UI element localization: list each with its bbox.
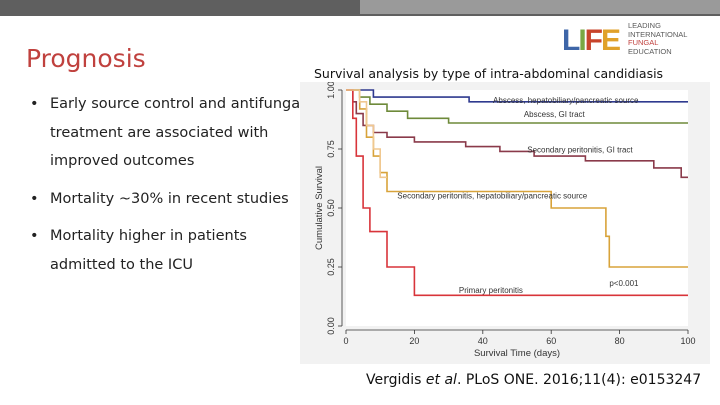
survival-curve xyxy=(346,89,688,268)
series-label: Secondary peritonitis, GI tract xyxy=(527,146,633,155)
chart-title: Survival analysis by type of intra-abdom… xyxy=(314,66,664,81)
y-tick-label: 0.50 xyxy=(326,199,336,217)
survival-curve xyxy=(346,89,387,179)
x-tick-label: 60 xyxy=(546,336,556,346)
citation: Vergidis et al. PLoS ONE. 2016;11(4): e0… xyxy=(366,372,702,388)
y-tick-label: 0.75 xyxy=(326,140,336,158)
bullet-item: • Mortality higher in patients admitted t… xyxy=(30,228,247,273)
x-tick-label: 40 xyxy=(478,336,488,346)
x-tick-label: 80 xyxy=(615,336,625,346)
slide-title: Prognosis xyxy=(26,44,146,73)
life-logo: LIFE LEADING INTERNATIONAL FUNGAL EDUCAT… xyxy=(562,21,712,62)
plot-area xyxy=(346,90,688,326)
series-label: Abscess, GI tract xyxy=(524,110,586,119)
x-tick-label: 100 xyxy=(680,336,695,346)
series-label: Abscess, hepatobiliary/pancreatic source xyxy=(493,96,639,105)
chart-panel: 0.00 0.25 0.50 0.75 1.00 0 20 40 60 80 100 Survival… xyxy=(300,81,710,364)
x-tick-label: 0 xyxy=(343,336,348,346)
y-tick-label: 0.00 xyxy=(326,317,336,335)
bullet-item: • Mortality ~30% in recent studies xyxy=(30,190,289,207)
y-axis-label: Cumulative Survival xyxy=(314,166,325,250)
y-tick-label: 0.25 xyxy=(326,258,336,276)
series-label: Secondary peritonitis, hepatobiliary/pan… xyxy=(397,192,587,201)
x-tick-label: 20 xyxy=(409,336,419,346)
life-logo-mark: LIFE xyxy=(562,24,621,57)
survival-curve xyxy=(346,89,688,103)
bullet-item: • Early source control and antifungal tre… xyxy=(30,96,305,169)
series-label: Primary peritonitis xyxy=(459,286,523,295)
life-logo-text: LEADING INTERNATIONAL FUNGAL EDUCATION xyxy=(628,21,688,56)
survival-curve xyxy=(346,89,688,297)
y-tick-label: 1.00 xyxy=(326,82,336,99)
top-bar-accent xyxy=(360,0,720,14)
survival-curve xyxy=(346,89,688,179)
series-label: p<0.001 xyxy=(609,279,639,288)
survival-chart: 0.00 0.25 0.50 0.75 1.00 0 20 40 60 80 100 Survival… xyxy=(314,81,696,359)
x-axis-label: Survival Time (days) xyxy=(474,348,560,359)
bullet-list: • Early source control and antifungal tre… xyxy=(24,90,314,288)
